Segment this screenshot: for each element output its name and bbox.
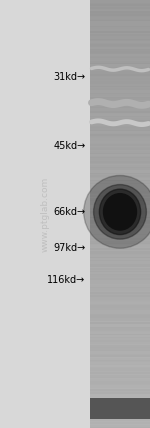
Text: 31kd→: 31kd→ — [53, 72, 86, 82]
Ellipse shape — [84, 175, 150, 248]
Text: 66kd→: 66kd→ — [53, 207, 86, 217]
Text: 45kd→: 45kd→ — [53, 140, 86, 151]
Text: www.ptglab.com: www.ptglab.com — [40, 176, 50, 252]
Ellipse shape — [99, 189, 141, 235]
Ellipse shape — [103, 193, 136, 230]
Text: 116kd→: 116kd→ — [47, 275, 86, 285]
Ellipse shape — [94, 184, 146, 239]
Text: 97kd→: 97kd→ — [53, 243, 86, 253]
